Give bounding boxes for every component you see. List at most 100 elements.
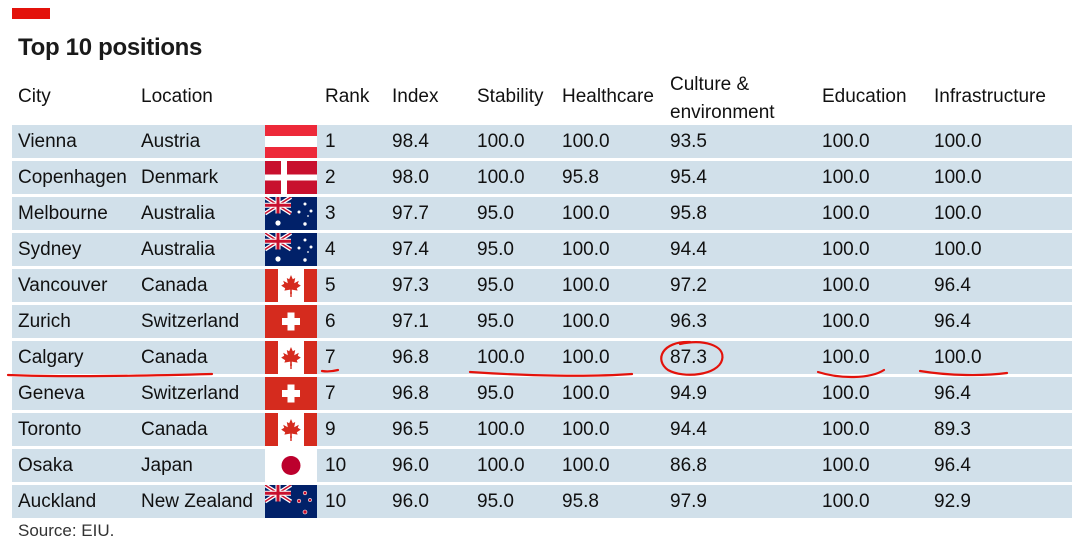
cell-city: Calgary <box>18 347 84 368</box>
cell-infrastructure: 92.9 <box>934 491 971 512</box>
table-row: Osaka Japan 10 96.0 100.0 100.0 86.8 100.0 96.4 <box>12 449 1072 482</box>
cell-city: Melbourne <box>18 203 108 224</box>
header-rank: Rank <box>325 86 370 107</box>
cell-location: Austria <box>141 131 201 152</box>
cell-stability: 95.0 <box>477 239 514 260</box>
cell-culture-environment: 97.2 <box>670 275 707 296</box>
cell-rank: 1 <box>325 131 336 152</box>
cell-city: Copenhagen <box>18 167 127 188</box>
cell-location: New Zealand <box>141 491 253 512</box>
cell-location: Australia <box>141 239 215 260</box>
cell-index: 98.0 <box>392 167 429 188</box>
header-stability: Stability <box>477 86 544 107</box>
cell-index: 97.3 <box>392 275 429 296</box>
cell-rank: 6 <box>325 311 336 332</box>
cell-infrastructure: 96.4 <box>934 275 971 296</box>
cell-culture-environment: 96.3 <box>670 311 707 332</box>
header-city: City <box>18 86 51 107</box>
cell-city: Osaka <box>18 455 73 476</box>
cell-healthcare: 100.0 <box>562 311 610 332</box>
header-infrastructure: Infrastructure <box>934 86 1046 107</box>
cell-culture-environment: 94.9 <box>670 383 707 404</box>
cell-city: Vienna <box>18 131 77 152</box>
cell-healthcare: 95.8 <box>562 167 599 188</box>
canada-flag-icon <box>265 269 317 302</box>
cell-healthcare: 100.0 <box>562 419 610 440</box>
new-zealand-flag-icon <box>265 485 317 518</box>
table-row: Auckland New Zealand 10 96.0 95.0 95.8 97.9 100… <box>12 485 1072 518</box>
cell-infrastructure: 100.0 <box>934 239 982 260</box>
cell-location: Switzerland <box>141 383 240 404</box>
header-healthcare: Healthcare <box>562 86 654 107</box>
cell-infrastructure: 96.4 <box>934 311 971 332</box>
cell-rank: 10 <box>325 455 347 476</box>
cell-location: Japan <box>141 455 193 476</box>
cell-healthcare: 100.0 <box>562 203 610 224</box>
cell-stability: 100.0 <box>477 167 525 188</box>
table-row: Melbourne Australia 3 97.7 95.0 100.0 95.8 100.… <box>12 197 1072 230</box>
cell-culture-environment: 94.4 <box>670 239 707 260</box>
cell-stability: 100.0 <box>477 455 525 476</box>
cell-healthcare: 100.0 <box>562 455 610 476</box>
table-row: Toronto Canada 9 96.5 100.0 100.0 94.4 100.0 89.… <box>12 413 1072 446</box>
cell-stability: 100.0 <box>477 131 525 152</box>
cell-culture-environment: 95.4 <box>670 167 707 188</box>
cell-education: 100.0 <box>822 383 870 404</box>
japan-flag-icon <box>265 449 317 482</box>
table-row: Zurich Switzerland 6 97.1 95.0 100.0 96.3 100.0… <box>12 305 1072 338</box>
cell-city: Toronto <box>18 419 82 440</box>
cell-index: 96.8 <box>392 383 429 404</box>
cell-infrastructure: 100.0 <box>934 131 982 152</box>
cell-stability: 100.0 <box>477 347 525 368</box>
table-row: Vienna Austria 1 98.4 100.0 100.0 93.5 100.0 100… <box>12 125 1072 158</box>
cell-education: 100.0 <box>822 275 870 296</box>
cell-infrastructure: 96.4 <box>934 455 971 476</box>
cell-education: 100.0 <box>822 347 870 368</box>
switzerland-flag-icon <box>265 305 317 338</box>
cell-index: 96.0 <box>392 491 429 512</box>
cell-education: 100.0 <box>822 455 870 476</box>
cell-infrastructure: 96.4 <box>934 383 971 404</box>
cell-culture-environment: 97.9 <box>670 491 707 512</box>
cell-stability: 100.0 <box>477 419 525 440</box>
cell-city: Auckland <box>18 491 97 512</box>
cell-rank: 5 <box>325 275 336 296</box>
header-culture-environment: Culture & environment <box>670 71 775 127</box>
cell-location: Canada <box>141 347 208 368</box>
cell-rank: 3 <box>325 203 336 224</box>
header-education: Education <box>822 86 907 107</box>
cell-education: 100.0 <box>822 131 870 152</box>
brand-accent-bar <box>12 8 50 19</box>
header-location: Location <box>141 86 213 107</box>
cell-infrastructure: 100.0 <box>934 347 982 368</box>
cell-index: 96.8 <box>392 347 429 368</box>
cell-location: Denmark <box>141 167 219 188</box>
cell-healthcare: 100.0 <box>562 239 610 260</box>
cell-location: Australia <box>141 203 215 224</box>
canada-flag-icon <box>265 413 317 446</box>
cell-healthcare: 100.0 <box>562 131 610 152</box>
table-row: Copenhagen Denmark 2 98.0 100.0 95.8 95.4 100.0… <box>12 161 1072 194</box>
cell-index: 96.5 <box>392 419 429 440</box>
australia-flag-icon <box>265 233 317 266</box>
table-row: Vancouver Canada 5 97.3 95.0 100.0 97.2 100.0 96… <box>12 269 1072 302</box>
cell-rank: 7 <box>325 347 336 368</box>
cell-education: 100.0 <box>822 419 870 440</box>
cell-location: Canada <box>141 419 208 440</box>
denmark-flag-icon <box>265 161 317 194</box>
cell-city: Geneva <box>18 383 85 404</box>
cell-education: 100.0 <box>822 203 870 224</box>
cell-stability: 95.0 <box>477 275 514 296</box>
table-row: Geneva Switzerland 7 96.8 95.0 100.0 94.9 100.0… <box>12 377 1072 410</box>
table-title: Top 10 positions <box>18 34 203 61</box>
cell-infrastructure: 89.3 <box>934 419 971 440</box>
cell-infrastructure: 100.0 <box>934 167 982 188</box>
cell-city: Vancouver <box>18 275 108 296</box>
cell-healthcare: 95.8 <box>562 491 599 512</box>
cell-index: 97.7 <box>392 203 429 224</box>
austria-flag-icon <box>265 125 317 158</box>
cell-rank: 7 <box>325 383 336 404</box>
cell-culture-environment: 86.8 <box>670 455 707 476</box>
cell-index: 97.4 <box>392 239 429 260</box>
cell-rank: 2 <box>325 167 336 188</box>
